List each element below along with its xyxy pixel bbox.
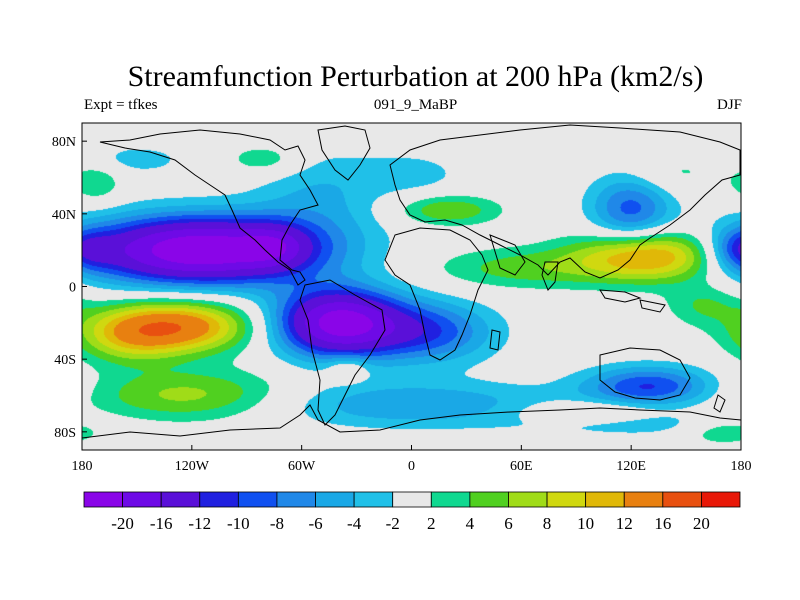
colorbar-swatch (430, 491, 471, 508)
coastline-north-america (99, 129, 319, 286)
colorbar-label: -10 (227, 514, 250, 533)
colorbar-label: -4 (347, 514, 362, 533)
colorbar-label: -6 (308, 514, 322, 533)
coastline-south-asia (489, 234, 559, 291)
colorbar-label: 20 (693, 514, 710, 533)
y-tick-label: 40N (52, 208, 76, 223)
axis-labels: 180 120W 60W 0 60E 120E 180 80N 40N 0 40S 80S (52, 135, 752, 474)
coastline-south-america (299, 279, 386, 426)
season-label: DJF (716, 97, 742, 113)
x-tick-label: 60W (288, 459, 316, 474)
colorbar-label: 6 (504, 514, 513, 533)
streamfunction-field (82, 123, 741, 450)
colorbar-swatch (392, 491, 432, 508)
colorbar-swatch (508, 491, 548, 508)
x-tick-label: 120W (175, 459, 210, 474)
colorbar-label: 16 (654, 514, 671, 533)
colorbar-label: -2 (386, 514, 400, 533)
colorbar-swatch (160, 491, 201, 508)
x-tick-label: 60E (510, 459, 533, 474)
colorbar-label: -12 (188, 514, 211, 533)
colorbar-swatch (701, 491, 741, 508)
colorbar-swatch (353, 491, 394, 508)
colorbar-label: 2 (427, 514, 436, 533)
y-tick-label: 80N (52, 135, 76, 150)
coastline-new-zealand (713, 394, 726, 413)
coastline-greenland (317, 125, 371, 181)
colorbar-swatch (662, 491, 702, 508)
y-tick-label: 40S (54, 353, 76, 368)
colorbar-label: -20 (111, 514, 134, 533)
axis-ticks (81, 140, 742, 450)
colorbar-swatch (585, 491, 625, 508)
colorbar-label: 10 (577, 514, 594, 533)
coastlines (82, 124, 741, 439)
chart-title: Streamfunction Perturbation at 200 hPa (… (127, 60, 704, 93)
coastline-antarctica (82, 404, 741, 439)
colorbar-swatch (546, 491, 587, 508)
coastline-australia (599, 347, 691, 401)
colorbar-label: -16 (150, 514, 173, 533)
colorbar-label: 4 (466, 514, 475, 533)
coastline-madagascar (489, 329, 501, 351)
colorbar-swatch (122, 491, 162, 508)
x-tick-label: 120E (616, 459, 646, 474)
coastline-maritime-asia (599, 289, 666, 313)
y-tick-label: 0 (69, 281, 76, 296)
colorbar-swatch (199, 491, 239, 508)
coastline-africa (384, 227, 489, 361)
case-label: 091_9_MaBP (373, 97, 458, 113)
colorbar: -20 -16 -12 -10 -8 -6 -4 -2 2 4 6 8 10 12 16 20 (83, 491, 741, 533)
colorbar-swatch (83, 491, 123, 508)
colorbar-swatch (623, 491, 664, 508)
coastline-eurasia (389, 124, 741, 279)
x-tick-label: 180 (731, 459, 752, 474)
colorbar-label: -8 (270, 514, 284, 533)
colorbar-label: 12 (616, 514, 633, 533)
colorbar-swatch (315, 491, 355, 508)
y-tick-label: 80S (54, 426, 76, 441)
experiment-label: Expt = tfkes (84, 97, 158, 113)
colorbar-label: 8 (543, 514, 552, 533)
x-tick-label: 180 (72, 459, 93, 474)
x-tick-label: 0 (408, 459, 415, 474)
colorbar-swatch (469, 491, 509, 508)
colorbar-swatch (237, 491, 278, 508)
colorbar-swatch (276, 491, 316, 508)
